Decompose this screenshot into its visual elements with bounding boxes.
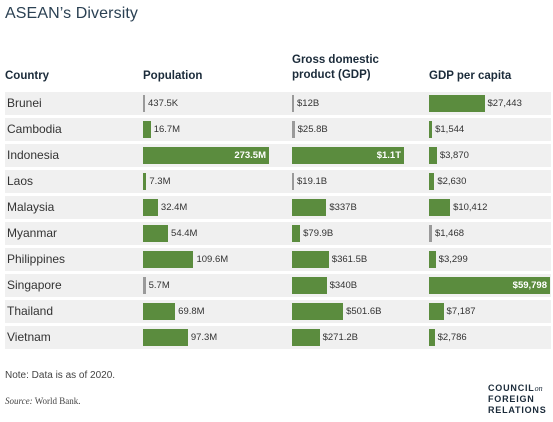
table-row: Cambodia 16.7M $25.8B $1,544: [5, 118, 551, 141]
gdp-per-capita-bar: [429, 199, 451, 216]
population-value-label: 16.7M: [153, 124, 181, 135]
gdp-value-label: $12B: [297, 98, 320, 109]
table-row: Singapore 5.7M $340B $59,798: [5, 274, 551, 297]
gdp-value-label: $25.8B: [297, 124, 328, 135]
gdp-per-capita-value-label: $1,544: [435, 124, 465, 135]
gdp-value-label: $19.1B: [297, 176, 328, 187]
country-label: Philippines: [7, 252, 66, 266]
population-bar: [143, 147, 269, 164]
population-bar: [143, 225, 169, 242]
population-bar: [143, 173, 147, 190]
gdp-per-capita-bar: [429, 95, 485, 112]
logo-on: on: [534, 384, 543, 393]
gdp-bar: [292, 173, 294, 190]
table-row: Malaysia 32.4M $337B $10,412: [5, 196, 551, 219]
country-label: Vietnam: [7, 330, 51, 344]
source-value: World Bank.: [34, 396, 81, 406]
gdp-value-label: $337B: [329, 202, 357, 213]
population-bar: [143, 329, 188, 346]
population-bar: [143, 251, 194, 268]
population-bar: [143, 303, 176, 320]
table-row: Myanmar 54.4M $79.9B $1,468: [5, 222, 551, 245]
gdp-value-label: $361.5B: [331, 254, 368, 265]
gdp-bar: [292, 329, 320, 346]
gdp-bar: [292, 277, 327, 294]
gdp-bar: [292, 121, 295, 138]
logo-line1: COUNCIL: [488, 383, 535, 393]
gdp-per-capita-bar: [429, 329, 435, 346]
gdp-per-capita-value-label: $2,630: [437, 176, 467, 187]
population-value-label: 5.7M: [148, 280, 170, 291]
gdp-per-capita-bar: [429, 225, 432, 242]
country-label: Malaysia: [7, 200, 55, 214]
gdp-bar: [292, 251, 329, 268]
gdp-per-capita-value-label: $59,798: [512, 280, 547, 291]
table-row: Thailand 69.8M $501.6B $7,187: [5, 300, 551, 323]
population-value-label: 109.6M: [196, 254, 229, 265]
gdp-value-label: $79.9B: [303, 228, 334, 239]
logo-line2: FOREIGN: [488, 394, 535, 404]
gdp-value-label: $501.6B: [346, 306, 382, 317]
country-label: Indonesia: [7, 148, 60, 162]
gdp-per-capita-value-label: $3,870: [439, 150, 469, 161]
population-bar: [143, 95, 145, 112]
header-gdp-per-capita: GDP per capita: [429, 70, 512, 82]
gdp-per-capita-value-label: $7,187: [446, 306, 476, 317]
table-row: Laos 7.3M $19.1B $2,630: [5, 170, 551, 193]
population-bar: [143, 277, 146, 294]
population-value-label: 54.4M: [171, 228, 198, 239]
table-row: Brunei 437.5K $12B $27,443: [5, 92, 551, 115]
population-bar: [143, 199, 158, 216]
header-country: Country: [5, 70, 50, 82]
gdp-value-label: $1.1T: [376, 150, 401, 161]
gdp-per-capita-bar: [429, 173, 435, 190]
header-gdp: Gross domestic product (GDP): [292, 53, 379, 83]
country-label: Thailand: [7, 304, 54, 318]
gdp-bar: [292, 147, 404, 164]
gdp-per-capita-bar: [429, 121, 433, 138]
gdp-per-capita-value-label: $3,299: [438, 254, 468, 265]
table-row: Indonesia 273.5M $1.1T $3,870: [5, 144, 551, 167]
country-label: Laos: [7, 174, 34, 188]
gdp-per-capita-value-label: $27,443: [487, 98, 522, 109]
gdp-value-label: $271.2B: [322, 332, 359, 343]
population-value-label: 69.8M: [178, 306, 205, 317]
gdp-per-capita-bar: [429, 251, 436, 268]
gdp-per-capita-bar: [429, 147, 437, 164]
population-value-label: 273.5M: [234, 150, 266, 161]
country-label: Singapore: [7, 278, 62, 292]
country-label: Brunei: [7, 96, 42, 110]
note: Note: Data is as of 2020.: [5, 370, 116, 381]
table-row: Philippines 109.6M $361.5B $3,299: [5, 248, 551, 271]
population-value-label: 437.5K: [148, 98, 179, 109]
gdp-per-capita-bar: [429, 277, 550, 294]
cfr-logo: COUNCILon FOREIGN RELATIONS: [488, 383, 547, 416]
gdp-per-capita-value-label: $1,468: [434, 228, 465, 239]
gdp-bar: [292, 225, 301, 242]
gdp-bar: [292, 303, 344, 320]
header-gdp-line1: Gross domestic: [292, 54, 379, 66]
gdp-value-label: $340B: [329, 280, 358, 291]
header-population: Population: [143, 70, 203, 82]
population-bar: [143, 121, 151, 138]
header-gdp-line2: product (GDP): [292, 69, 371, 81]
source-label: Source:: [5, 396, 33, 406]
gdp-bar: [292, 199, 327, 216]
table-row: Vietnam 97.3M $271.2B $2,786: [5, 326, 551, 349]
gdp-per-capita-value-label: $2,786: [437, 332, 467, 343]
gdp-bar: [292, 95, 294, 112]
logo-line3: RELATIONS: [488, 405, 547, 415]
source: Source: World Bank.: [5, 396, 81, 406]
gdp-per-capita-bar: [429, 303, 444, 320]
chart-title: ASEAN’s Diversity: [5, 5, 138, 22]
country-label: Myanmar: [7, 226, 58, 240]
population-value-label: 7.3M: [149, 176, 171, 187]
population-value-label: 97.3M: [190, 332, 218, 343]
country-label: Cambodia: [7, 122, 62, 136]
population-value-label: 32.4M: [160, 202, 188, 213]
gdp-per-capita-value-label: $10,412: [453, 202, 488, 213]
